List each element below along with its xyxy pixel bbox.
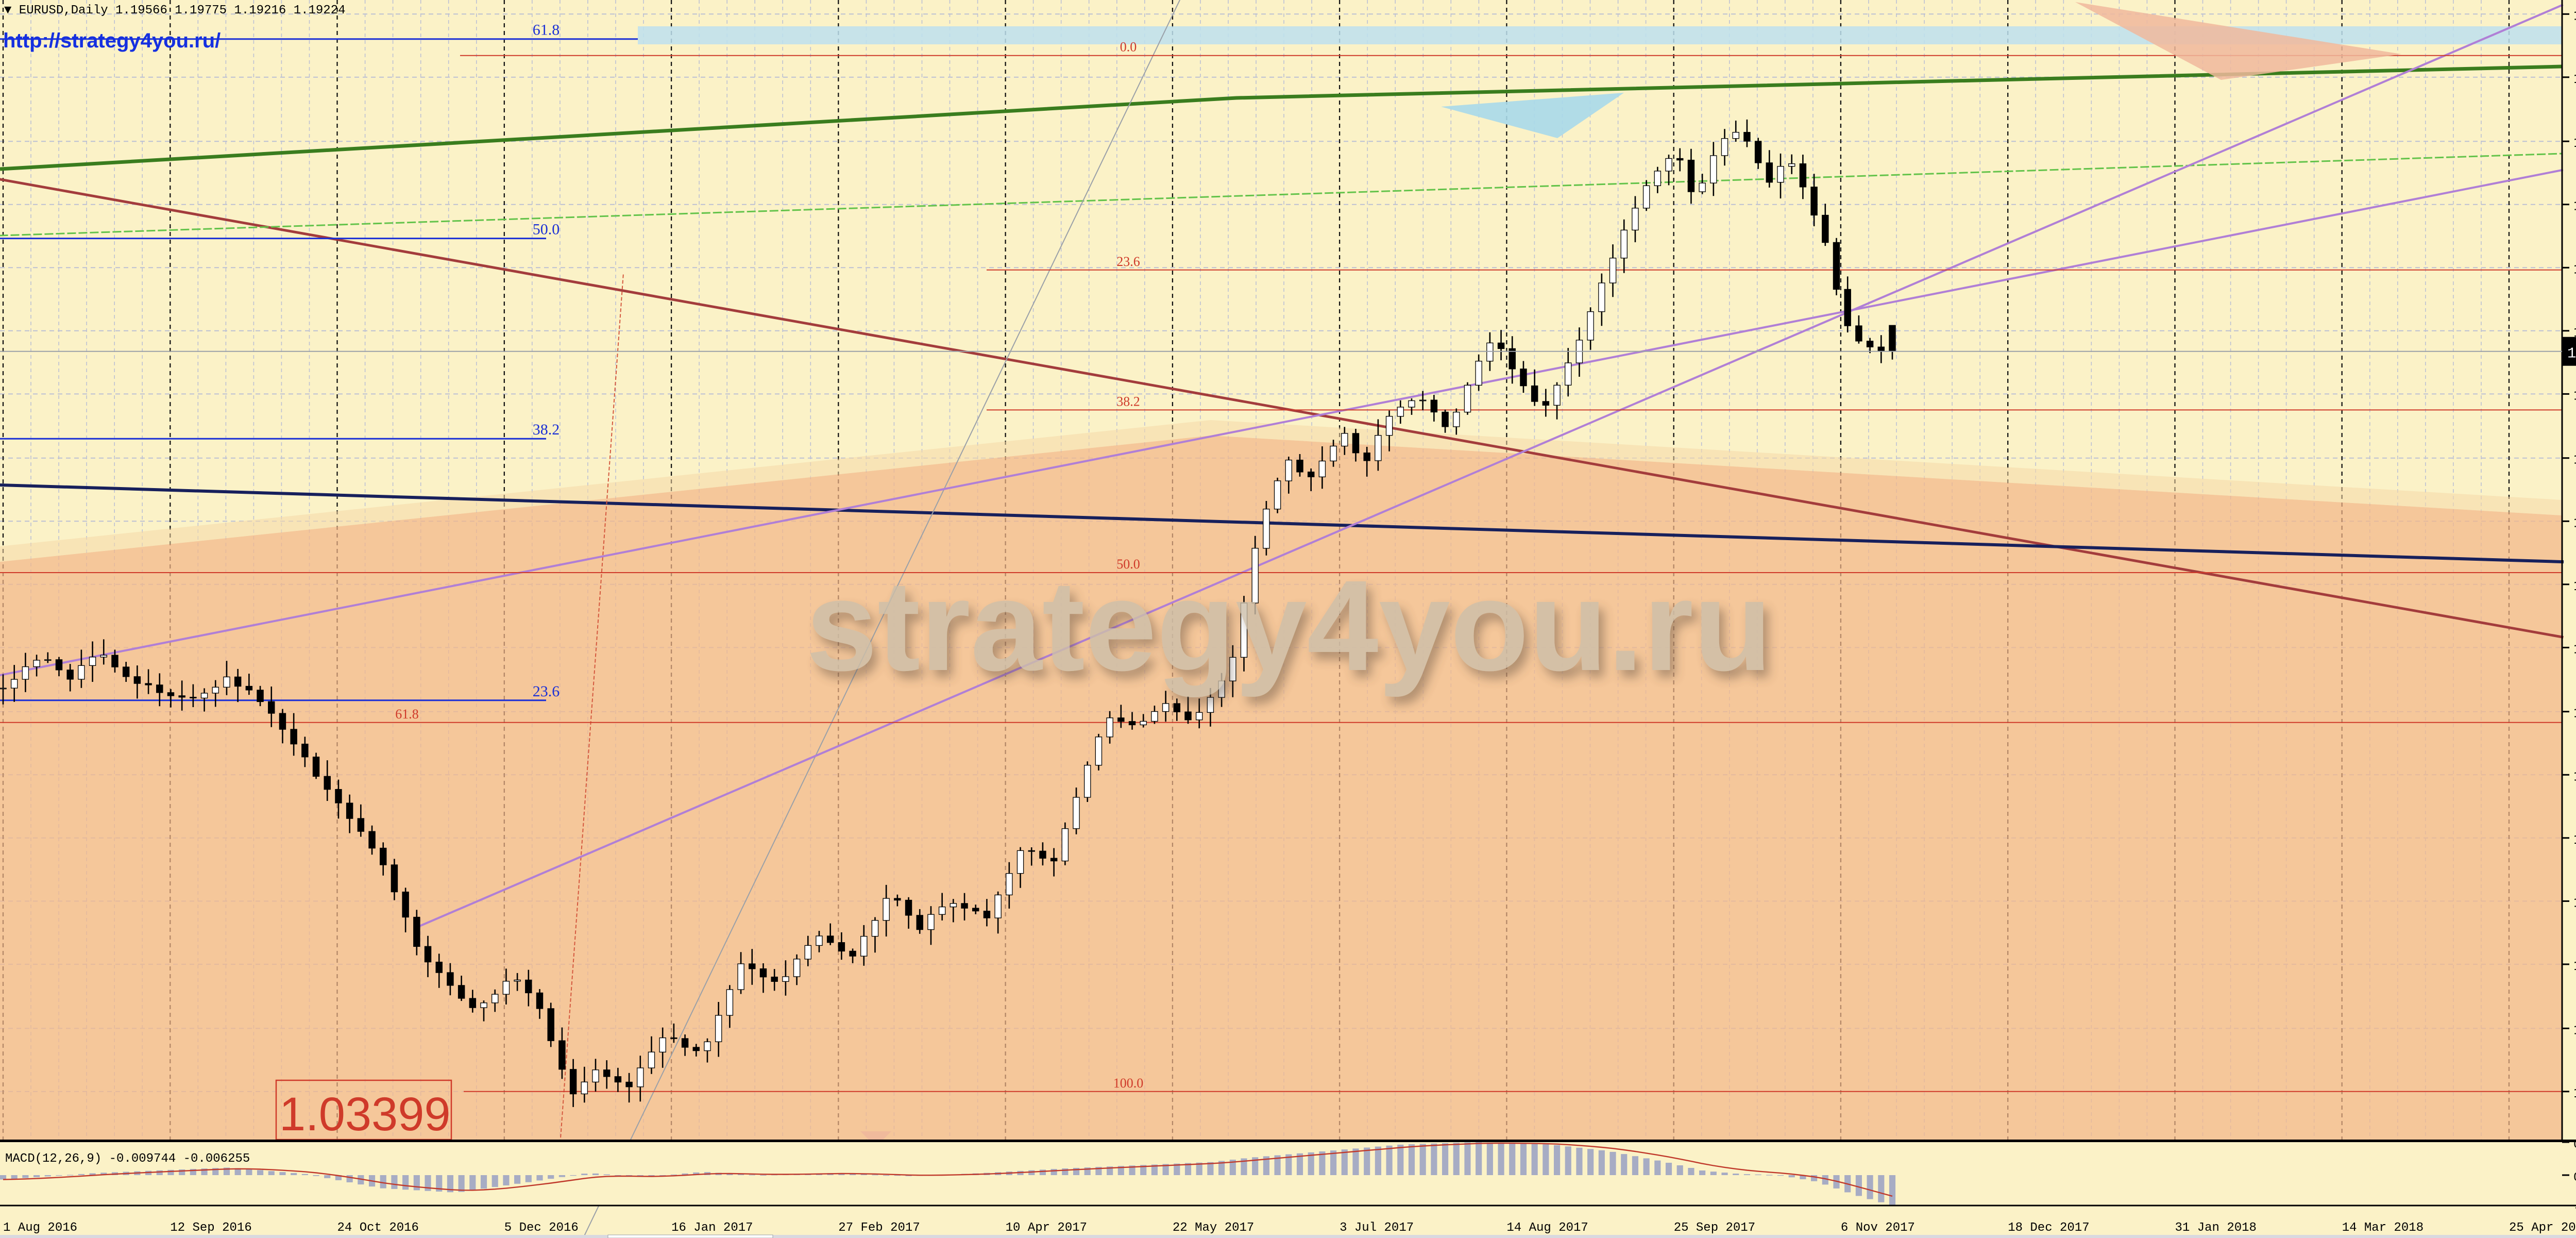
svg-text:1.10240: 1.10240: [2573, 768, 2576, 785]
svg-text:61.8: 61.8: [395, 707, 419, 722]
svg-text:1.22340: 1.22340: [2573, 198, 2576, 215]
svg-text:23.6: 23.6: [1116, 254, 1140, 269]
svg-text:1.18320: 1.18320: [2573, 387, 2576, 404]
svg-text:10 Apr 2017: 10 Apr 2017: [1006, 1221, 1087, 1235]
svg-text:24 Oct 2016: 24 Oct 2016: [337, 1221, 419, 1235]
svg-text:18 Dec 2017: 18 Dec 2017: [2008, 1221, 2089, 1235]
svg-text:14 Aug 2017: 14 Aug 2017: [1506, 1221, 1588, 1235]
svg-text:12 Sep 2016: 12 Sep 2016: [170, 1221, 251, 1235]
svg-text:6 Nov 2017: 6 Nov 2017: [1841, 1221, 1915, 1235]
svg-text:1.12940: 1.12940: [2573, 641, 2576, 658]
svg-text:14 Mar 2018: 14 Mar 2018: [2342, 1221, 2424, 1235]
svg-text:1.16960: 1.16960: [2573, 451, 2576, 469]
svg-text:1.04860: 1.04860: [2573, 1022, 2576, 1039]
svg-text:25 Sep 2017: 25 Sep 2017: [1674, 1221, 1755, 1235]
svg-text:MACD(12,26,9) -0.009744 -0.006: MACD(12,26,9) -0.009744 -0.006255: [5, 1152, 250, 1166]
svg-text:3 Jul 2017: 3 Jul 2017: [1340, 1221, 1414, 1235]
svg-text:1.11580: 1.11580: [2573, 705, 2576, 722]
svg-text:27 Feb 2017: 27 Feb 2017: [838, 1221, 920, 1235]
svg-text:1.03399: 1.03399: [279, 1088, 451, 1141]
svg-text:1.21000: 1.21000: [2573, 261, 2576, 278]
svg-text:50.0: 50.0: [533, 221, 560, 238]
svg-text:23.6: 23.6: [533, 683, 560, 700]
svg-text:100.0: 100.0: [1113, 1076, 1144, 1091]
svg-text:1.06220: 1.06220: [2573, 958, 2576, 975]
svg-text:16 Jan 2017: 16 Jan 2017: [671, 1221, 753, 1235]
svg-text:1.19224: 1.19224: [2567, 345, 2576, 362]
svg-text:1.23680: 1.23680: [2573, 135, 2576, 152]
svg-text:1.08900: 1.08900: [2573, 831, 2576, 848]
svg-text:1 Aug 2016: 1 Aug 2016: [3, 1221, 77, 1235]
svg-text:38.2: 38.2: [1116, 394, 1140, 409]
svg-text:61.8: 61.8: [533, 22, 560, 39]
svg-text:0.00: 0.00: [2573, 1171, 2576, 1185]
svg-text:1.26380: 1.26380: [2573, 7, 2576, 24]
svg-text:1.03520: 1.03520: [2573, 1085, 2576, 1102]
svg-text:1.15620: 1.15620: [2573, 514, 2576, 531]
svg-text:-0.013938: -0.013938: [2573, 1201, 2576, 1215]
svg-text:1.14280: 1.14280: [2573, 578, 2576, 595]
svg-text:1.25040: 1.25040: [2573, 71, 2576, 88]
svg-text:31 Jan 2018: 31 Jan 2018: [2175, 1221, 2257, 1235]
svg-text:strategy4you.ru: strategy4you.ru: [806, 554, 1772, 697]
svg-text:25 Apr 2018: 25 Apr 2018: [2509, 1221, 2576, 1235]
svg-text:22 May 2017: 22 May 2017: [1173, 1221, 1254, 1235]
svg-text:5 Dec 2016: 5 Dec 2016: [504, 1221, 579, 1235]
svg-text:0.0: 0.0: [1120, 40, 1137, 55]
svg-text:38.2: 38.2: [533, 421, 560, 438]
svg-text:▼ EURUSD,Daily 1.19566 1.1977: ▼ EURUSD,Daily 1.19566 1.19775 1.19216 1…: [4, 4, 346, 18]
svg-text:http://strategy4you.ru/: http://strategy4you.ru/: [3, 29, 221, 52]
svg-text:1.07560: 1.07560: [2573, 894, 2576, 911]
svg-text:0.01512: 0.01512: [2573, 1138, 2576, 1152]
